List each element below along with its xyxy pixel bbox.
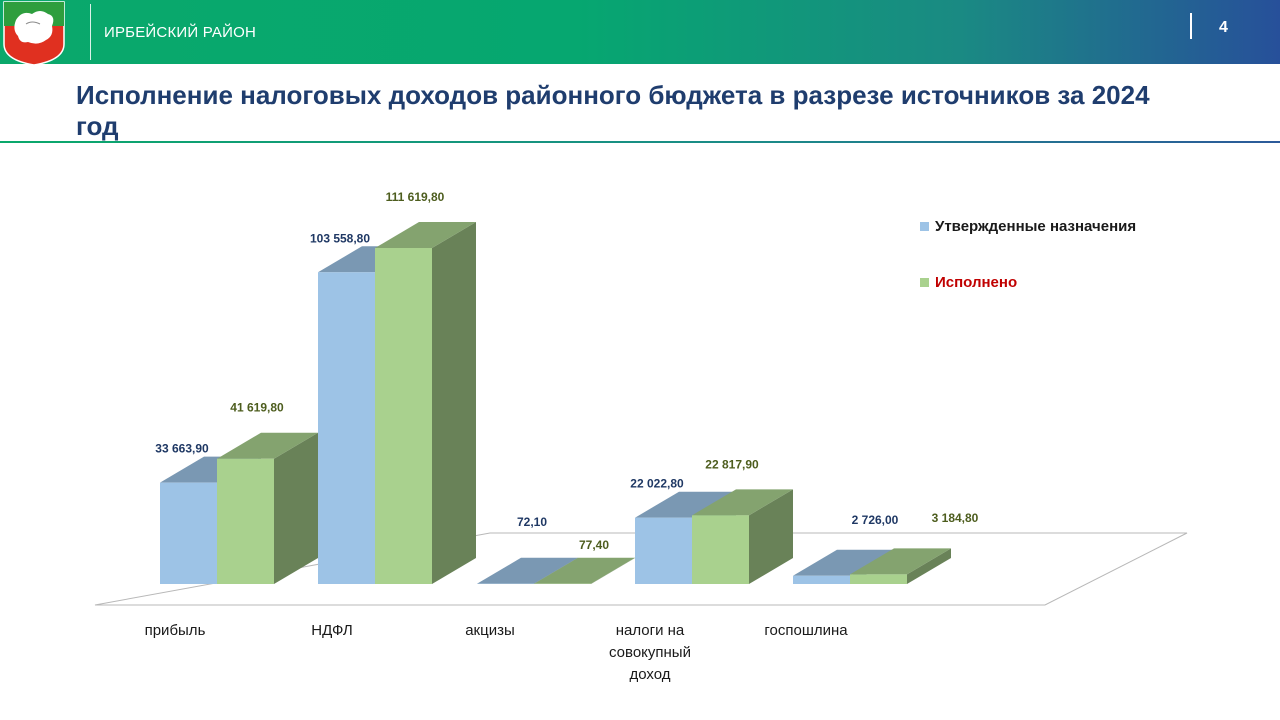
region-name: ИРБЕЙСКИЙ РАЙОН [104, 24, 257, 41]
page-number: 4 [1219, 19, 1228, 36]
legend-label: Утвержденные назначения [935, 218, 1136, 235]
legend-swatch [920, 278, 929, 287]
data-label-approved: 2 726,00 [852, 513, 899, 527]
page-number-divider [1190, 13, 1192, 39]
bar-executed-top [850, 548, 951, 575]
header-bar: ИРБЕЙСКИЙ РАЙОН 4 [0, 0, 1280, 66]
bar-approved [635, 517, 692, 584]
legend-swatch [920, 222, 929, 231]
bar-executed-side [591, 557, 635, 584]
data-label-executed: 22 817,90 [705, 457, 759, 471]
bar-executed [375, 248, 432, 584]
legend-label: Исполнено [935, 274, 1017, 291]
category-label: акцизы [465, 622, 515, 639]
header-divider [90, 4, 91, 60]
slide-title: Исполнение налоговых доходов районного б… [76, 80, 1150, 141]
category-label: госпошлина [764, 622, 848, 639]
category-label: налоги на совокупный доход [609, 622, 691, 683]
data-label-executed: 41 619,80 [230, 401, 284, 415]
bar-approved [318, 272, 375, 584]
data-label-approved: 22 022,80 [630, 477, 684, 491]
data-label-executed: 111 619,80 [386, 190, 445, 204]
data-label-approved: 103 558,80 [310, 231, 370, 245]
bar-executed-side [432, 222, 476, 584]
data-label-approved: 72,10 [517, 515, 547, 529]
bar-executed-side [274, 432, 318, 584]
bar-executed-side [749, 489, 793, 584]
data-label-executed: 77,40 [579, 538, 609, 552]
bar-executed [217, 458, 274, 584]
data-label-executed: 3 184,80 [932, 511, 979, 525]
bar-chart: Утвержденные назначения Исполнено 33 663,9… [94, 190, 1188, 683]
bar-executed-top [692, 489, 793, 516]
bar-approved [793, 575, 850, 584]
bar-executed-top [375, 222, 476, 248]
bar-executed-top [217, 432, 318, 459]
bar-approved-top [477, 557, 578, 584]
category-label: НДФЛ [311, 622, 352, 639]
bar-approved-top [793, 549, 894, 576]
title-underline [0, 141, 1280, 143]
bar-executed [692, 515, 749, 584]
bar-executed-side [907, 548, 951, 584]
bar-executed-top [534, 557, 635, 584]
data-label-approved: 33 663,90 [155, 442, 209, 456]
category-label: прибыль [145, 622, 206, 639]
coat-of-arms-logo [3, 1, 65, 66]
bar-approved-top [635, 491, 736, 518]
bar-approved [160, 482, 217, 584]
bar-executed [850, 574, 907, 584]
